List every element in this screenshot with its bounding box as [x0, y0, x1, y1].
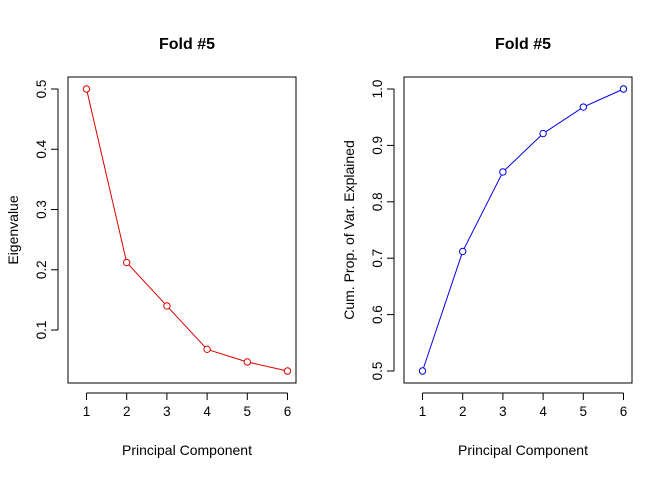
left-y-tick-label: 0.3 [34, 200, 49, 219]
right-y-tick-label: 0.5 [370, 362, 385, 381]
right-y-tick-label: 0.6 [370, 305, 385, 324]
right-series-line [422, 88, 624, 372]
right-y-tick-label: 0.9 [370, 136, 385, 155]
left-y-axis-label: Eigenvalue [5, 195, 21, 264]
left-x-tick-label: 1 [83, 404, 91, 419]
right-plot-frame [403, 76, 633, 384]
left-y-tick-label: 0.5 [34, 80, 49, 99]
right-x-tick-label: 1 [419, 404, 427, 419]
left-y-tick-label: 0.1 [34, 321, 49, 340]
right-y-tick-label: 0.7 [370, 249, 385, 268]
cumulative-variance-panel: Fold #5 Principal Component Cum. Prop. o… [341, 36, 633, 458]
eigenvalue-panel: Fold #5 Principal Component Eigenvalue 1… [5, 36, 297, 458]
right-data-point [499, 168, 507, 176]
right-x-tick-label: 6 [620, 404, 628, 419]
right-x-axis-label: Principal Component [458, 442, 588, 458]
left-x-axis-label: Principal Component [122, 442, 252, 458]
right-y-tick-label: 0.8 [370, 192, 385, 211]
left-x-tick-label: 6 [284, 404, 292, 419]
right-data-point [579, 103, 587, 111]
left-chart-title: Fold #5 [159, 36, 215, 53]
right-plot-area: 1 2 3 4 5 6 0.5 0.6 0.7 0.8 0.9 1.0 [370, 76, 633, 419]
left-y-tick-label: 0.4 [34, 139, 49, 158]
left-x-axis: 1 2 3 4 5 6 [83, 392, 292, 419]
right-x-axis: 1 2 3 4 5 6 [419, 392, 628, 419]
left-plot-area: 1 2 3 4 5 6 0.1 0.2 0.3 0.4 0.5 [34, 76, 297, 419]
right-y-tick-label: 1.0 [370, 80, 385, 99]
left-y-tick-label: 0.2 [34, 260, 49, 279]
left-data-point [82, 85, 91, 93]
right-data-point [459, 247, 467, 256]
right-data-point [418, 367, 427, 375]
left-x-tick-label: 3 [163, 404, 171, 419]
right-data-point [539, 129, 547, 138]
left-data-point [163, 302, 171, 310]
left-y-axis: 0.1 0.2 0.3 0.4 0.5 [34, 80, 59, 340]
left-x-tick-label: 4 [203, 404, 211, 419]
left-data-point [123, 258, 131, 267]
right-data-point [619, 85, 628, 93]
left-data-point [203, 345, 211, 354]
left-data-point [283, 367, 292, 375]
right-x-tick-label: 5 [580, 404, 588, 419]
left-x-tick-label: 5 [244, 404, 252, 419]
right-y-axis-label: Cum. Prop. of Var. Explained [341, 140, 357, 320]
left-data-point [243, 358, 252, 366]
right-x-tick-label: 4 [539, 404, 547, 419]
right-x-tick-label: 3 [499, 404, 507, 419]
left-series-line [86, 88, 288, 372]
left-plot-frame [67, 76, 297, 384]
right-y-axis: 0.5 0.6 0.7 0.8 0.9 1.0 [370, 80, 395, 381]
right-chart-title: Fold #5 [495, 36, 551, 53]
left-x-tick-label: 2 [123, 404, 131, 419]
right-x-tick-label: 2 [459, 404, 467, 419]
